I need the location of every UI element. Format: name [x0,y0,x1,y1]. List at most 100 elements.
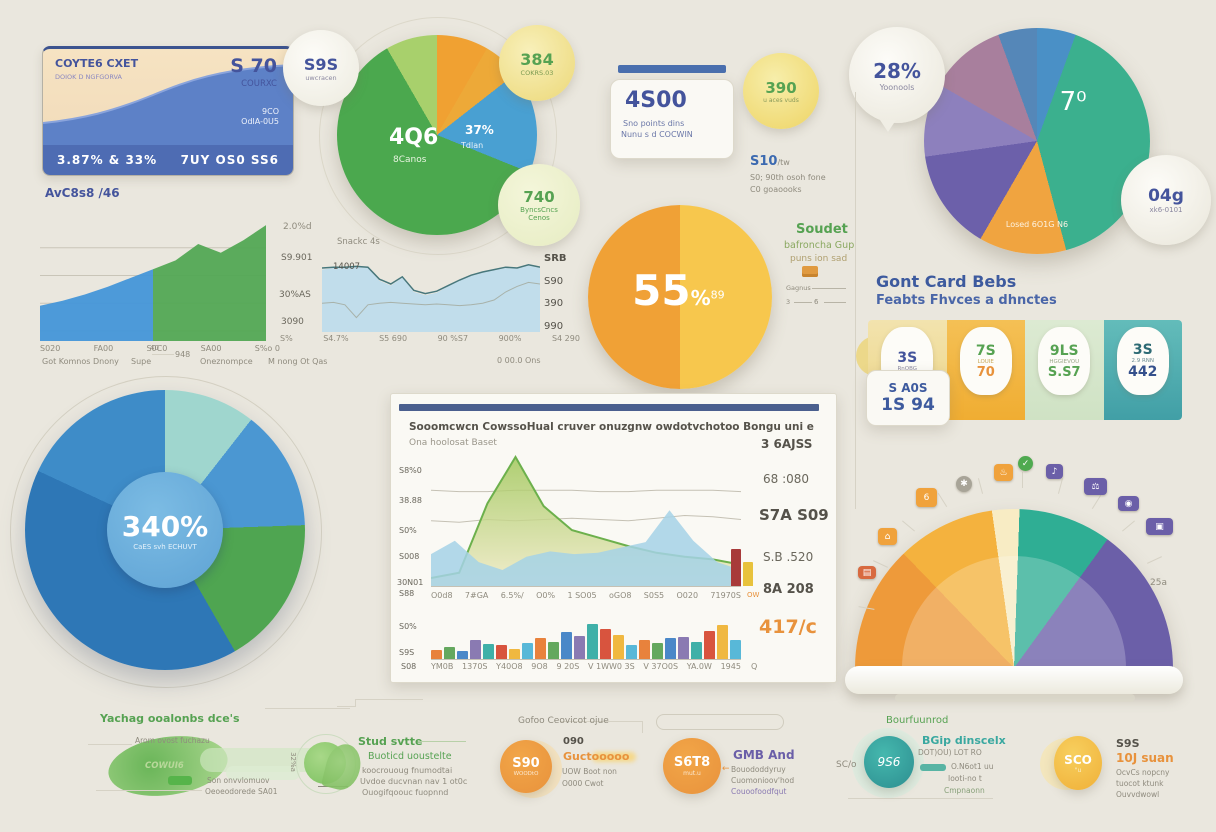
tile-3: 9LS HGGIEVOU S.S7 [1025,320,1104,420]
axis-tick-label: 1 SO05 [567,591,597,600]
bar [574,635,585,659]
stat-0: 3 6AJSS [761,437,813,451]
g1-rule2 [96,790,202,791]
stat-3: S.B .520 [763,550,814,564]
axis-tick-label: SA00 [200,344,222,353]
scale-icon: ⚖ [1084,478,1107,495]
left-area-chart [40,215,266,341]
g3-num: 090 [563,736,584,747]
g6-num: S9S [1116,737,1140,750]
bubble-28pct-tail [880,120,896,132]
card500-value: 4S00 [625,88,687,113]
credit-card: COYTE6 CXET DOIOK D NGFGORVA S 70 COURXC… [42,46,294,176]
bar [652,642,663,659]
asterisk-icon: ✱ [956,476,972,492]
stat-1: 68 :080 [763,472,810,486]
axis-tick-label: 90 %S7 [437,334,469,343]
connector-g3a [560,721,642,722]
gauge-tick [977,478,984,494]
mid-blue-note: Snackc 4s [337,237,380,247]
bubble-384: 384 COKRS.03 [499,25,575,101]
g5-line2: O.N6ot1 uu [951,762,994,771]
axis-tick-label: S4 290 [551,334,580,343]
axis-tick-label: S5 690 [379,334,408,343]
bar [444,647,455,659]
axis-tick-label: O0d8 [431,591,453,600]
axis-tick-label: YA.0W [686,662,712,671]
y-label-1: 38.88 [399,496,422,505]
bubble-740: 740 ByncsCncs Cenos [498,164,580,246]
gauge-base [845,666,1183,694]
axis-tick-label: Y40O8 [496,662,523,671]
home-icon: ⌂ [878,528,897,545]
card-holder-name: COYTE6 CXET [55,57,139,70]
mid-blue-label-c: 30%AS [279,290,311,300]
bar [743,562,753,586]
center-card-subtitle: Ona hoolosat Baset [409,438,497,448]
g5-left-label: SC/o [836,760,857,770]
axis-tick-label: 1945 [720,662,741,671]
g1-rule1 [88,744,132,745]
gauge-base-shadow [895,694,1135,702]
note-10-unit: /tw [777,158,790,167]
y-label-3: S008 [399,552,420,561]
bubble-04g-sub: xk6-0101 [1149,206,1183,214]
g2-title-rule [418,741,466,742]
g5-line3: Iooti-no t [948,774,982,783]
axis-tick-label: 7#GA [464,591,489,600]
bar [496,645,507,659]
tile-3-bubble: 9LS HGGIEVOU S.S7 [1038,327,1091,395]
card-subtitle: DOIOK D NGFGORVA [55,73,122,81]
bar [639,640,650,659]
note-10-value: S10 [750,154,778,169]
connector-top-bottom [265,708,350,709]
g1-title: Yachag ooalonbs dce's [100,712,240,725]
orange-pie-sup: 89 [710,288,725,302]
top-right-pie-label: 7⁰ [1059,86,1087,117]
g1-bright-bar [168,776,192,785]
bar-y-label-1: S9S [399,648,415,657]
footnote-2: Supe [131,357,152,366]
box-icon [802,266,818,277]
g3-accent: Guctooooo [563,750,630,763]
bubble-04g: 04g xk6-0101 [1121,155,1211,245]
g3-accent-swash [592,752,636,762]
top-right-pie: 7⁰ Losed 6O1G N6 [924,28,1150,254]
y-label-4: 30N01 [397,578,424,587]
bar [730,640,741,659]
stat-4: 8A 208 [763,582,814,597]
bar [457,650,468,659]
mid-blue-label-a: 2.0%d [283,222,312,232]
card500: 4S00 Sno points dins Nunu s d COCWIN [610,79,734,159]
card-number-band: 3.87% & 33% 7UY OS0 SS6 [43,145,293,175]
g1-line3: Oeoeodorede SA01 [205,787,278,796]
g2-title: Stud svtte [358,735,423,748]
g5-teal-circle: 9S6 [864,736,914,788]
tile-2-bubble: 7S LOUIE 70 [959,327,1012,395]
check-icon: ✓ [1018,456,1033,471]
bar [483,643,494,659]
g4-orange-circle: S6T8 mut.u [663,738,721,794]
axis-tick-label: FA00 [93,344,114,353]
bar [431,649,442,659]
g3-line2: O000 Cwot [562,779,604,788]
center-area-x-extra: OW [747,591,760,599]
g6-yellow-circle: SCO "u [1054,736,1102,790]
pie-center-sub: 8Canos [393,155,427,165]
stat-5: 417/c [759,616,817,638]
g2-line3: Ouogifqoouc fuopnnd [362,788,449,797]
card-number-right: 7UY OS0 SS6 [180,153,279,167]
connector-g4-pill [656,714,784,730]
gauge-tick [1022,472,1023,488]
center-card-top-bar [399,404,819,411]
bubble-s9s: S9S uwcracen [283,30,359,106]
axis-tick-label: S0S5 [643,591,665,600]
axis-tick-label: oGO8 [608,591,632,600]
g6-value: SCO [1064,752,1092,767]
bar [678,636,689,659]
bubble-390-value: 390 [765,78,797,97]
bubble-740-sub2: Cenos [528,214,550,222]
gauge-tick [937,492,948,508]
gauge-tick [1091,494,1102,510]
